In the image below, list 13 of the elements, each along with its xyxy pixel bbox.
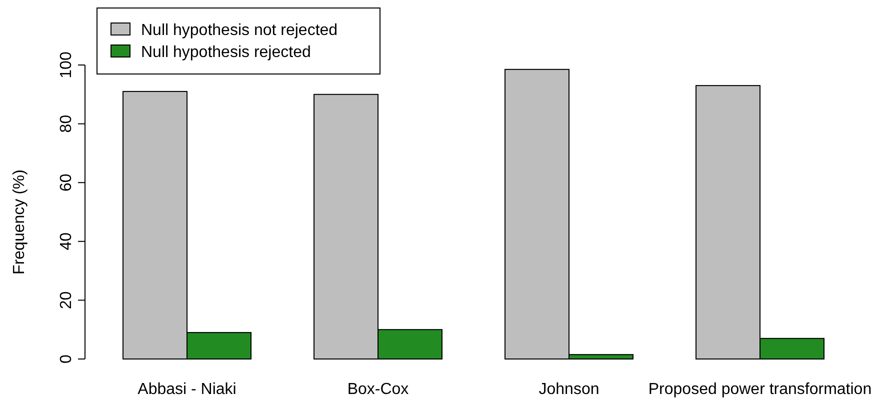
- y-tick-label: 100: [58, 52, 75, 78]
- legend-label: Null hypothesis rejected: [141, 44, 311, 61]
- legend-label: Null hypothesis not rejected: [141, 22, 338, 39]
- y-axis-title: Frequency (%): [11, 170, 28, 274]
- y-tick-label: 20: [58, 291, 75, 310]
- x-tick-label: Proposed power transformation: [648, 381, 872, 398]
- y-tick-label: 80: [58, 114, 75, 133]
- y-tick-label: 60: [58, 174, 75, 192]
- y-tick-label: 40: [58, 232, 75, 250]
- x-tick-label: Abbasi - Niaki: [138, 381, 236, 398]
- x-tick-label: Johnson: [538, 381, 600, 398]
- x-tick-label: Box-Cox: [347, 381, 409, 398]
- y-tick-label: 0: [58, 354, 75, 364]
